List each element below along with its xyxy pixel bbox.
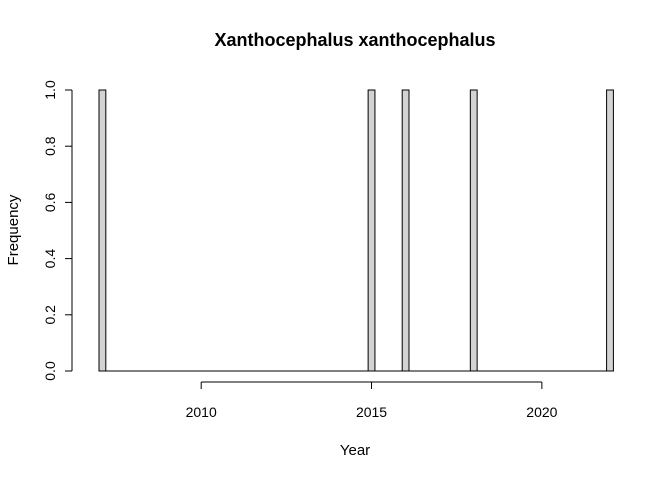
- histogram-bar: [98, 89, 107, 372]
- bars-group: [98, 89, 614, 372]
- histogram-bar: [606, 89, 614, 372]
- histogram-bar: [367, 89, 376, 372]
- x-tick-label: 2020: [526, 404, 557, 420]
- y-tick-label: 0.4: [42, 249, 58, 269]
- x-axis-label: Year: [340, 442, 370, 459]
- y-tick-label: 0.2: [42, 305, 58, 325]
- y-axis: 0.0 0.2 0.4 0.6 0.8 1.0: [42, 80, 73, 381]
- y-tick-label: 0.0: [42, 361, 58, 381]
- histogram-bar: [401, 89, 410, 372]
- x-tick-label: 2015: [356, 404, 387, 420]
- x-tick-label: 2010: [186, 404, 217, 420]
- chart-title: Xanthocephalus xanthocephalus: [214, 30, 495, 50]
- y-tick-label: 0.8: [42, 136, 58, 156]
- histogram-bar: [469, 89, 478, 372]
- y-tick-label: 0.6: [42, 192, 58, 212]
- y-axis-label: Frequency: [5, 194, 22, 265]
- x-axis: 2010 2015 2020: [186, 381, 558, 420]
- y-tick-label: 1.0: [42, 80, 58, 100]
